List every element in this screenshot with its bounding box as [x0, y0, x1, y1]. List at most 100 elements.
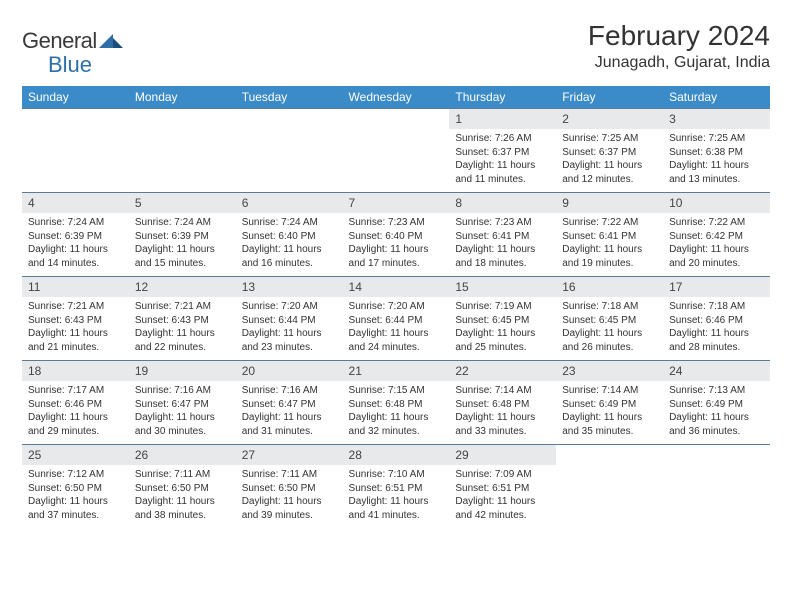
day-cell: 23Sunrise: 7:14 AMSunset: 6:49 PMDayligh… [556, 361, 663, 445]
day-number: 23 [556, 361, 663, 381]
day-number: 17 [663, 277, 770, 297]
day-content: Sunrise: 7:14 AMSunset: 6:48 PMDaylight:… [449, 381, 556, 444]
weekday-tuesday: Tuesday [236, 86, 343, 109]
day-number: 27 [236, 445, 343, 465]
weekday-friday: Friday [556, 86, 663, 109]
empty-day-cell: . [129, 109, 236, 193]
day-content: Sunrise: 7:10 AMSunset: 6:51 PMDaylight:… [343, 465, 450, 528]
day-cell: 10Sunrise: 7:22 AMSunset: 6:42 PMDayligh… [663, 193, 770, 277]
calendar-week-row: ....1Sunrise: 7:26 AMSunset: 6:37 PMDayl… [22, 109, 770, 193]
day-content: Sunrise: 7:15 AMSunset: 6:48 PMDaylight:… [343, 381, 450, 444]
day-cell: 4Sunrise: 7:24 AMSunset: 6:39 PMDaylight… [22, 193, 129, 277]
logo-text-blue: Blue [48, 52, 92, 78]
day-content: Sunrise: 7:18 AMSunset: 6:45 PMDaylight:… [556, 297, 663, 360]
day-cell: 13Sunrise: 7:20 AMSunset: 6:44 PMDayligh… [236, 277, 343, 361]
day-content: Sunrise: 7:24 AMSunset: 6:39 PMDaylight:… [22, 213, 129, 276]
day-cell: 5Sunrise: 7:24 AMSunset: 6:39 PMDaylight… [129, 193, 236, 277]
day-number: 4 [22, 193, 129, 213]
day-content: Sunrise: 7:23 AMSunset: 6:40 PMDaylight:… [343, 213, 450, 276]
calendar-week-row: 18Sunrise: 7:17 AMSunset: 6:46 PMDayligh… [22, 361, 770, 445]
day-cell: 1Sunrise: 7:26 AMSunset: 6:37 PMDaylight… [449, 109, 556, 193]
day-number: 3 [663, 109, 770, 129]
day-cell: 29Sunrise: 7:09 AMSunset: 6:51 PMDayligh… [449, 445, 556, 529]
day-number: 5 [129, 193, 236, 213]
day-number: 6 [236, 193, 343, 213]
day-cell: 11Sunrise: 7:21 AMSunset: 6:43 PMDayligh… [22, 277, 129, 361]
day-cell: 15Sunrise: 7:19 AMSunset: 6:45 PMDayligh… [449, 277, 556, 361]
day-number: 26 [129, 445, 236, 465]
day-content: Sunrise: 7:22 AMSunset: 6:42 PMDaylight:… [663, 213, 770, 276]
day-content: Sunrise: 7:17 AMSunset: 6:46 PMDaylight:… [22, 381, 129, 444]
day-number: 20 [236, 361, 343, 381]
empty-day-cell: . [343, 109, 450, 193]
day-number: 18 [22, 361, 129, 381]
day-cell: 24Sunrise: 7:13 AMSunset: 6:49 PMDayligh… [663, 361, 770, 445]
calendar-week-row: 25Sunrise: 7:12 AMSunset: 6:50 PMDayligh… [22, 445, 770, 529]
weekday-thursday: Thursday [449, 86, 556, 109]
month-title: February 2024 [588, 20, 770, 52]
weekday-saturday: Saturday [663, 86, 770, 109]
day-number: 22 [449, 361, 556, 381]
day-number: 12 [129, 277, 236, 297]
logo-triangle-icon [99, 30, 123, 52]
calendar-table: Sunday Monday Tuesday Wednesday Thursday… [22, 86, 770, 528]
day-content: Sunrise: 7:20 AMSunset: 6:44 PMDaylight:… [343, 297, 450, 360]
logo: General [22, 28, 125, 54]
weekday-wednesday: Wednesday [343, 86, 450, 109]
day-cell: 27Sunrise: 7:11 AMSunset: 6:50 PMDayligh… [236, 445, 343, 529]
day-cell: 21Sunrise: 7:15 AMSunset: 6:48 PMDayligh… [343, 361, 450, 445]
day-number: 14 [343, 277, 450, 297]
empty-day-cell: . [236, 109, 343, 193]
day-content: Sunrise: 7:14 AMSunset: 6:49 PMDaylight:… [556, 381, 663, 444]
weekday-sunday: Sunday [22, 86, 129, 109]
day-number: 19 [129, 361, 236, 381]
day-number: 8 [449, 193, 556, 213]
day-content: Sunrise: 7:16 AMSunset: 6:47 PMDaylight:… [236, 381, 343, 444]
day-number: 21 [343, 361, 450, 381]
day-content: Sunrise: 7:13 AMSunset: 6:49 PMDaylight:… [663, 381, 770, 444]
day-content: Sunrise: 7:20 AMSunset: 6:44 PMDaylight:… [236, 297, 343, 360]
day-cell: 28Sunrise: 7:10 AMSunset: 6:51 PMDayligh… [343, 445, 450, 529]
day-content: Sunrise: 7:26 AMSunset: 6:37 PMDaylight:… [449, 129, 556, 192]
day-cell: 22Sunrise: 7:14 AMSunset: 6:48 PMDayligh… [449, 361, 556, 445]
day-content: Sunrise: 7:09 AMSunset: 6:51 PMDaylight:… [449, 465, 556, 528]
day-content: Sunrise: 7:22 AMSunset: 6:41 PMDaylight:… [556, 213, 663, 276]
day-cell: 7Sunrise: 7:23 AMSunset: 6:40 PMDaylight… [343, 193, 450, 277]
day-cell: 16Sunrise: 7:18 AMSunset: 6:45 PMDayligh… [556, 277, 663, 361]
day-cell: 12Sunrise: 7:21 AMSunset: 6:43 PMDayligh… [129, 277, 236, 361]
day-number: 2 [556, 109, 663, 129]
empty-day-cell: . [663, 445, 770, 529]
day-content: Sunrise: 7:12 AMSunset: 6:50 PMDaylight:… [22, 465, 129, 528]
calendar-body: ....1Sunrise: 7:26 AMSunset: 6:37 PMDayl… [22, 109, 770, 529]
day-number: 9 [556, 193, 663, 213]
day-content: Sunrise: 7:21 AMSunset: 6:43 PMDaylight:… [129, 297, 236, 360]
empty-day-cell: . [556, 445, 663, 529]
day-number: 7 [343, 193, 450, 213]
weekday-monday: Monday [129, 86, 236, 109]
empty-day-cell: . [22, 109, 129, 193]
day-content: Sunrise: 7:11 AMSunset: 6:50 PMDaylight:… [129, 465, 236, 528]
day-cell: 18Sunrise: 7:17 AMSunset: 6:46 PMDayligh… [22, 361, 129, 445]
day-number: 13 [236, 277, 343, 297]
header: General February 2024 Junagadh, Gujarat,… [22, 20, 770, 72]
day-number: 10 [663, 193, 770, 213]
day-cell: 20Sunrise: 7:16 AMSunset: 6:47 PMDayligh… [236, 361, 343, 445]
day-cell: 2Sunrise: 7:25 AMSunset: 6:37 PMDaylight… [556, 109, 663, 193]
day-cell: 3Sunrise: 7:25 AMSunset: 6:38 PMDaylight… [663, 109, 770, 193]
day-content: Sunrise: 7:18 AMSunset: 6:46 PMDaylight:… [663, 297, 770, 360]
day-cell: 26Sunrise: 7:11 AMSunset: 6:50 PMDayligh… [129, 445, 236, 529]
day-number: 28 [343, 445, 450, 465]
day-number: 1 [449, 109, 556, 129]
day-cell: 25Sunrise: 7:12 AMSunset: 6:50 PMDayligh… [22, 445, 129, 529]
day-number: 15 [449, 277, 556, 297]
day-cell: 17Sunrise: 7:18 AMSunset: 6:46 PMDayligh… [663, 277, 770, 361]
logo-text-general: General [22, 28, 97, 54]
day-content: Sunrise: 7:25 AMSunset: 6:38 PMDaylight:… [663, 129, 770, 192]
day-number: 16 [556, 277, 663, 297]
title-block: February 2024 Junagadh, Gujarat, India [588, 20, 770, 72]
day-cell: 9Sunrise: 7:22 AMSunset: 6:41 PMDaylight… [556, 193, 663, 277]
location: Junagadh, Gujarat, India [588, 54, 770, 72]
day-content: Sunrise: 7:11 AMSunset: 6:50 PMDaylight:… [236, 465, 343, 528]
day-content: Sunrise: 7:23 AMSunset: 6:41 PMDaylight:… [449, 213, 556, 276]
day-number: 24 [663, 361, 770, 381]
